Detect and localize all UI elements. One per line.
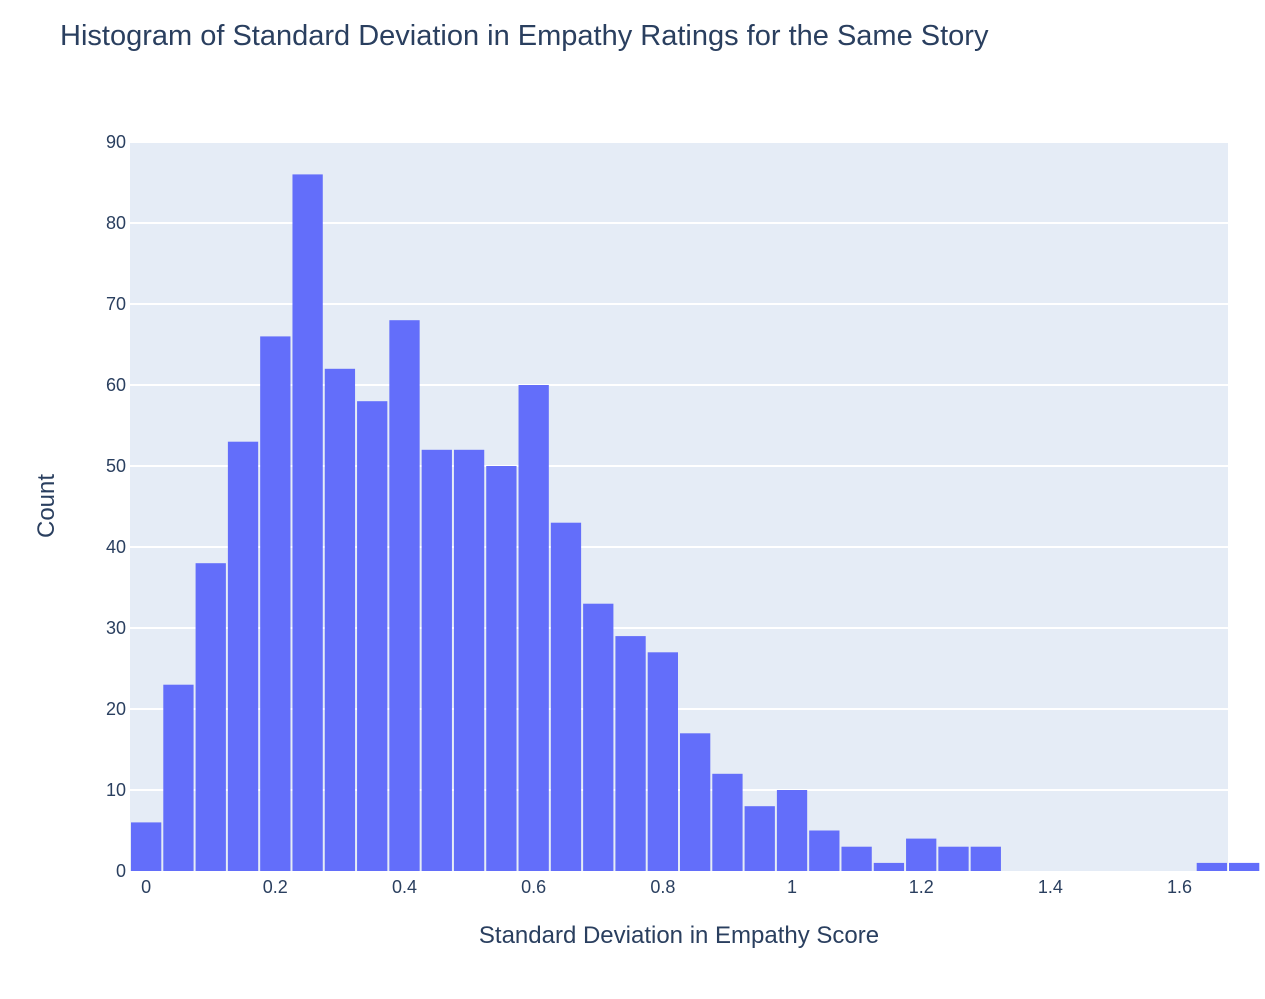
x-tick-label: 1.2 [909,877,934,897]
bar-4[interactable] [260,336,291,871]
bar-21[interactable] [809,830,840,872]
bar-2[interactable] [195,563,226,871]
y-tick-label: 60 [106,375,126,395]
bar-17[interactable] [680,733,711,871]
bar-33[interactable] [1196,862,1227,871]
bars [131,174,1260,872]
bar-10[interactable] [453,449,485,871]
y-tick-label: 10 [106,780,126,800]
bar-5[interactable] [292,174,323,871]
bar-25[interactable] [938,846,969,871]
bar-8[interactable] [389,320,420,871]
bar-19[interactable] [744,806,775,871]
bar-7[interactable] [357,401,388,871]
bar-15[interactable] [615,636,646,871]
bar-13[interactable] [550,522,582,871]
bar-22[interactable] [841,846,872,871]
x-tick-label: 0.8 [650,877,675,897]
x-axis-ticks: 0 0.2 0.4 0.6 0.8 1 1.2 1.4 1.6 [141,877,1192,897]
bar-26[interactable] [970,846,1001,871]
bar-34[interactable] [1229,862,1260,871]
bar-14[interactable] [583,603,614,871]
y-tick-label: 20 [106,699,126,719]
bar-24[interactable] [906,838,937,871]
y-tick-label: 90 [106,132,126,152]
x-tick-label: 1.4 [1038,877,1063,897]
bar-12[interactable] [518,385,549,871]
bar-11[interactable] [486,466,517,871]
bar-9[interactable] [421,449,452,871]
bar-0[interactable] [131,822,162,871]
x-axis-title: Standard Deviation in Empathy Score [479,922,879,949]
bar-16[interactable] [647,652,678,871]
y-axis-ticks: 0 10 20 30 40 50 60 70 80 90 [106,132,126,881]
x-tick-label: 0.6 [521,877,546,897]
y-tick-label: 50 [106,456,126,476]
y-tick-label: 0 [116,861,126,881]
x-tick-label: 0 [141,877,151,897]
x-tick-label: 0.2 [263,877,288,897]
y-tick-label: 30 [106,618,126,638]
bar-3[interactable] [227,441,259,871]
chart-title: Histogram of Standard Deviation in Empat… [60,20,989,52]
y-axis-title: Count [33,474,60,538]
bar-23[interactable] [873,862,905,871]
bar-1[interactable] [163,684,194,871]
y-tick-label: 70 [106,294,126,314]
y-tick-label: 40 [106,537,126,557]
x-tick-label: 1 [787,877,797,897]
bar-20[interactable] [776,790,808,871]
bar-6[interactable] [324,368,356,871]
x-tick-label: 1.6 [1167,877,1192,897]
x-tick-label: 0.4 [392,877,417,897]
bar-18[interactable] [712,773,743,871]
y-tick-label: 80 [106,213,126,233]
